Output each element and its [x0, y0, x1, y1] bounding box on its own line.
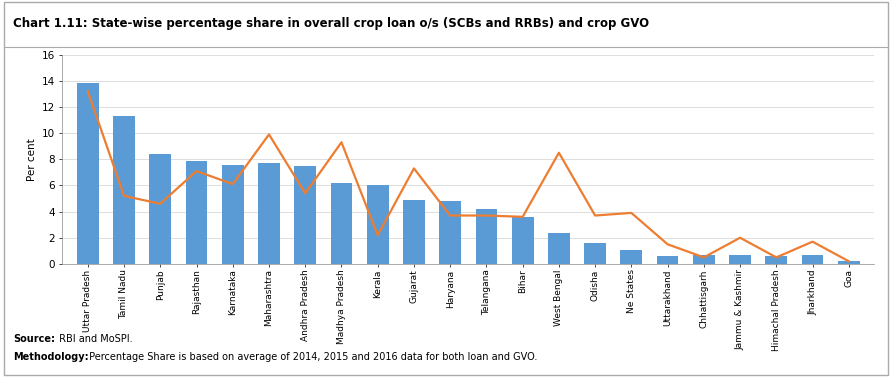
- Text: Source:: Source:: [13, 334, 55, 344]
- Bar: [838, 261, 860, 264]
- Bar: [475, 209, 497, 264]
- Bar: [802, 255, 823, 264]
- Bar: [584, 243, 606, 264]
- Bar: [149, 154, 171, 264]
- Bar: [548, 233, 570, 264]
- Bar: [258, 163, 280, 264]
- Bar: [367, 185, 389, 264]
- Text: Methodology:: Methodology:: [13, 352, 89, 363]
- Bar: [765, 256, 787, 264]
- Bar: [113, 116, 135, 264]
- Bar: [512, 217, 533, 264]
- Bar: [222, 164, 244, 264]
- Text: RBI and MoSPI.: RBI and MoSPI.: [56, 334, 133, 344]
- Bar: [657, 256, 679, 264]
- Bar: [294, 166, 316, 264]
- Y-axis label: Per cent: Per cent: [28, 138, 37, 181]
- Bar: [621, 250, 642, 264]
- Text: Percentage Share is based on average of 2014, 2015 and 2016 data for both loan a: Percentage Share is based on average of …: [86, 352, 537, 363]
- Bar: [186, 161, 207, 264]
- Bar: [77, 83, 99, 264]
- Text: Chart 1.11: State-wise percentage share in overall crop loan o/s (SCBs and RRBs): Chart 1.11: State-wise percentage share …: [13, 17, 649, 30]
- Bar: [693, 255, 714, 264]
- Bar: [403, 200, 425, 264]
- Bar: [729, 255, 751, 264]
- Bar: [439, 201, 461, 264]
- Bar: [331, 183, 352, 264]
